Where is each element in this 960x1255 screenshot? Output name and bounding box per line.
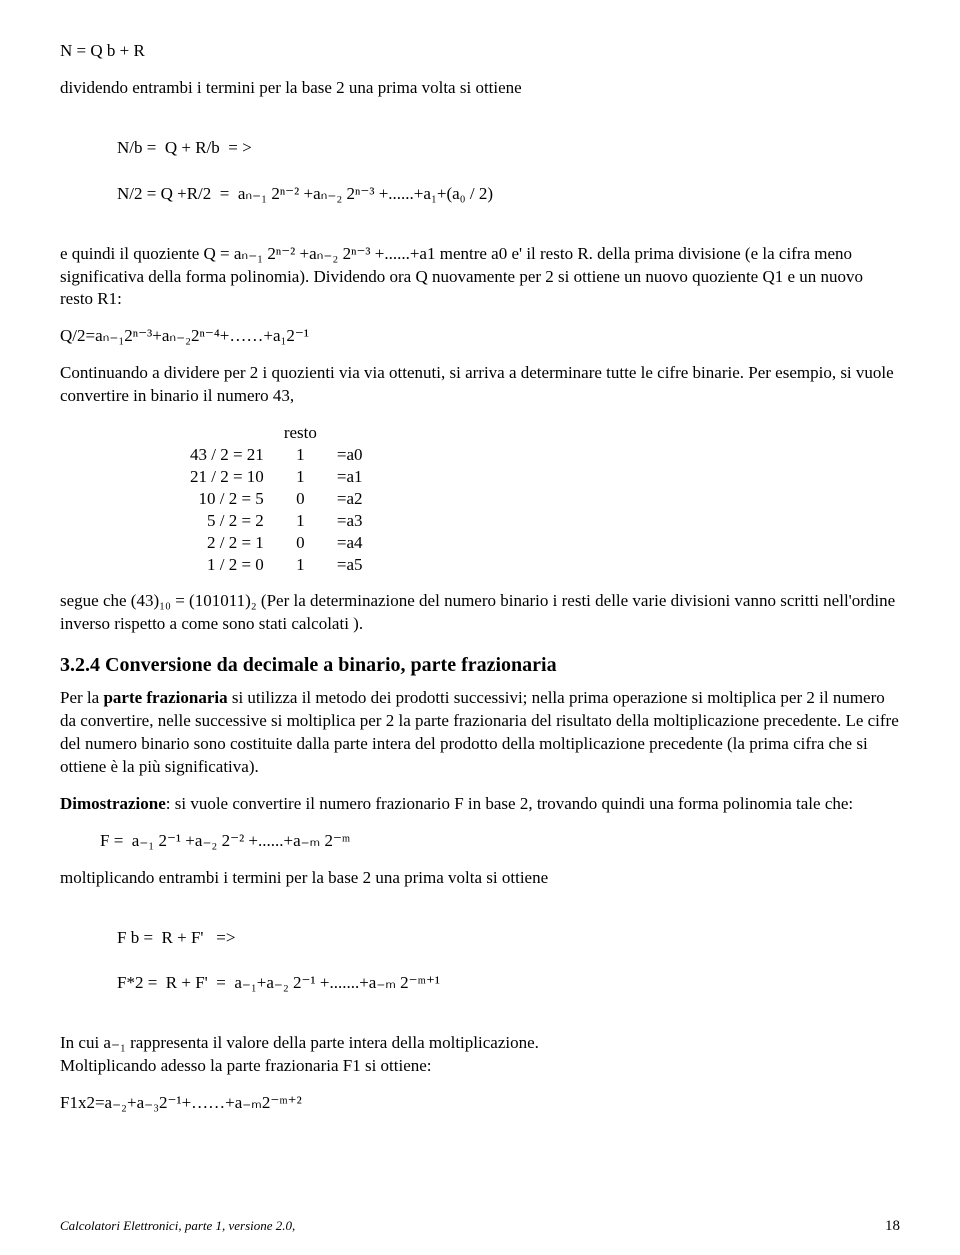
equation-top: N = Q b + R: [60, 40, 900, 63]
p6b: : si vuole convertire il numero fraziona…: [166, 794, 853, 813]
cell-lhs: 10 / 2 = 5: [180, 488, 274, 510]
equation-f1: F1x2=a₋₂+a₋₃2⁻¹+……+a₋ₘ2⁻ᵐ⁺²: [60, 1092, 900, 1115]
page-number: 18: [885, 1218, 900, 1235]
cell-resto: 0: [274, 488, 327, 510]
table-row: 10 / 2 = 5 0 =a2: [180, 488, 373, 510]
equation-q2: Q/2=aₙ₋₁2ⁿ⁻³+aₙ₋₂2ⁿ⁻⁴+……+a₁2⁻¹: [60, 325, 900, 348]
table-row: 43 / 2 = 21 1 =a0: [180, 444, 373, 466]
footer-left: Calcolatori Elettronici, parte 1, versio…: [60, 1218, 295, 1235]
table-row: 2 / 2 = 1 0 =a4: [180, 532, 373, 554]
p5a: Per la: [60, 688, 103, 707]
cell-lhs: 5 / 2 = 2: [180, 510, 274, 532]
table-row: 1 / 2 = 0 1 =a5: [180, 554, 373, 576]
cell-resto: 0: [274, 532, 327, 554]
eq-nb-lhs: N/b = Q + R/b = >: [117, 138, 252, 157]
paragraph-5: Per la parte frazionaria si utilizza il …: [60, 687, 900, 779]
paragraph-6: Dimostrazione: si vuole convertire il nu…: [60, 793, 900, 816]
cell-lhs: 21 / 2 = 10: [180, 466, 274, 488]
table-row: 21 / 2 = 10 1 =a1: [180, 466, 373, 488]
p5-bold: parte frazionaria: [103, 688, 227, 707]
cell-a: =a0: [327, 444, 373, 466]
page-footer: Calcolatori Elettronici, parte 1, versio…: [60, 1218, 900, 1235]
cell-lhs: 2 / 2 = 1: [180, 532, 274, 554]
cell-a: =a3: [327, 510, 373, 532]
cell-a: =a1: [327, 466, 373, 488]
equation-fb: F b = R + F' => F*2 = R + F' = a₋₁+a₋₂ 2…: [60, 904, 900, 1019]
paragraph-2: e quindi il quoziente Q = aₙ₋₁ 2ⁿ⁻² +aₙ₋…: [60, 243, 900, 312]
p6-bold: Dimostrazione: [60, 794, 166, 813]
cell-resto: 1: [274, 510, 327, 532]
table-row: 5 / 2 = 2 1 =a3: [180, 510, 373, 532]
equation-f: F = a₋₁ 2⁻¹ +a₋₂ 2⁻² +......+a₋ₘ 2⁻ᵐ: [60, 830, 900, 853]
section-heading: 3.2.4 Conversione da decimale a binario,…: [60, 654, 900, 677]
paragraph-7: moltiplicando entrambi i termini per la …: [60, 867, 900, 890]
document-page: N = Q b + R dividendo entrambi i termini…: [0, 0, 960, 1255]
cell-resto: 1: [274, 554, 327, 576]
cell-a: =a4: [327, 532, 373, 554]
eq-fb-rhs: F*2 = R + F' = a₋₁+a₋₂ 2⁻¹ +.......+a₋ₘ …: [117, 973, 440, 992]
table-header-row: resto: [180, 422, 373, 444]
cell-a: =a5: [327, 554, 373, 576]
paragraph-3: Continuando a dividere per 2 i quozienti…: [60, 362, 900, 408]
cell-lhs: 1 / 2 = 0: [180, 554, 274, 576]
paragraph-8: In cui a₋₁ rappresenta il valore della p…: [60, 1032, 900, 1078]
header-resto: resto: [274, 422, 327, 444]
cell-resto: 1: [274, 466, 327, 488]
division-table: resto 43 / 2 = 21 1 =a0 21 / 2 = 10 1 =a…: [180, 422, 373, 576]
equation-nb: N/b = Q + R/b = > N/2 = Q +R/2 = aₙ₋₁ 2ⁿ…: [60, 114, 900, 229]
division-table-wrap: resto 43 / 2 = 21 1 =a0 21 / 2 = 10 1 =a…: [180, 422, 900, 576]
paragraph-1: dividendo entrambi i termini per la base…: [60, 77, 900, 100]
eq-nb-rhs: N/2 = Q +R/2 = aₙ₋₁ 2ⁿ⁻² +aₙ₋₂ 2ⁿ⁻³ +...…: [117, 184, 493, 203]
cell-lhs: 43 / 2 = 21: [180, 444, 274, 466]
cell-resto: 1: [274, 444, 327, 466]
paragraph-4: segue che (43)₁₀ = (101011)₂ (Per la det…: [60, 590, 900, 636]
cell-a: =a2: [327, 488, 373, 510]
eq-fb-lhs: F b = R + F' =>: [117, 928, 235, 947]
